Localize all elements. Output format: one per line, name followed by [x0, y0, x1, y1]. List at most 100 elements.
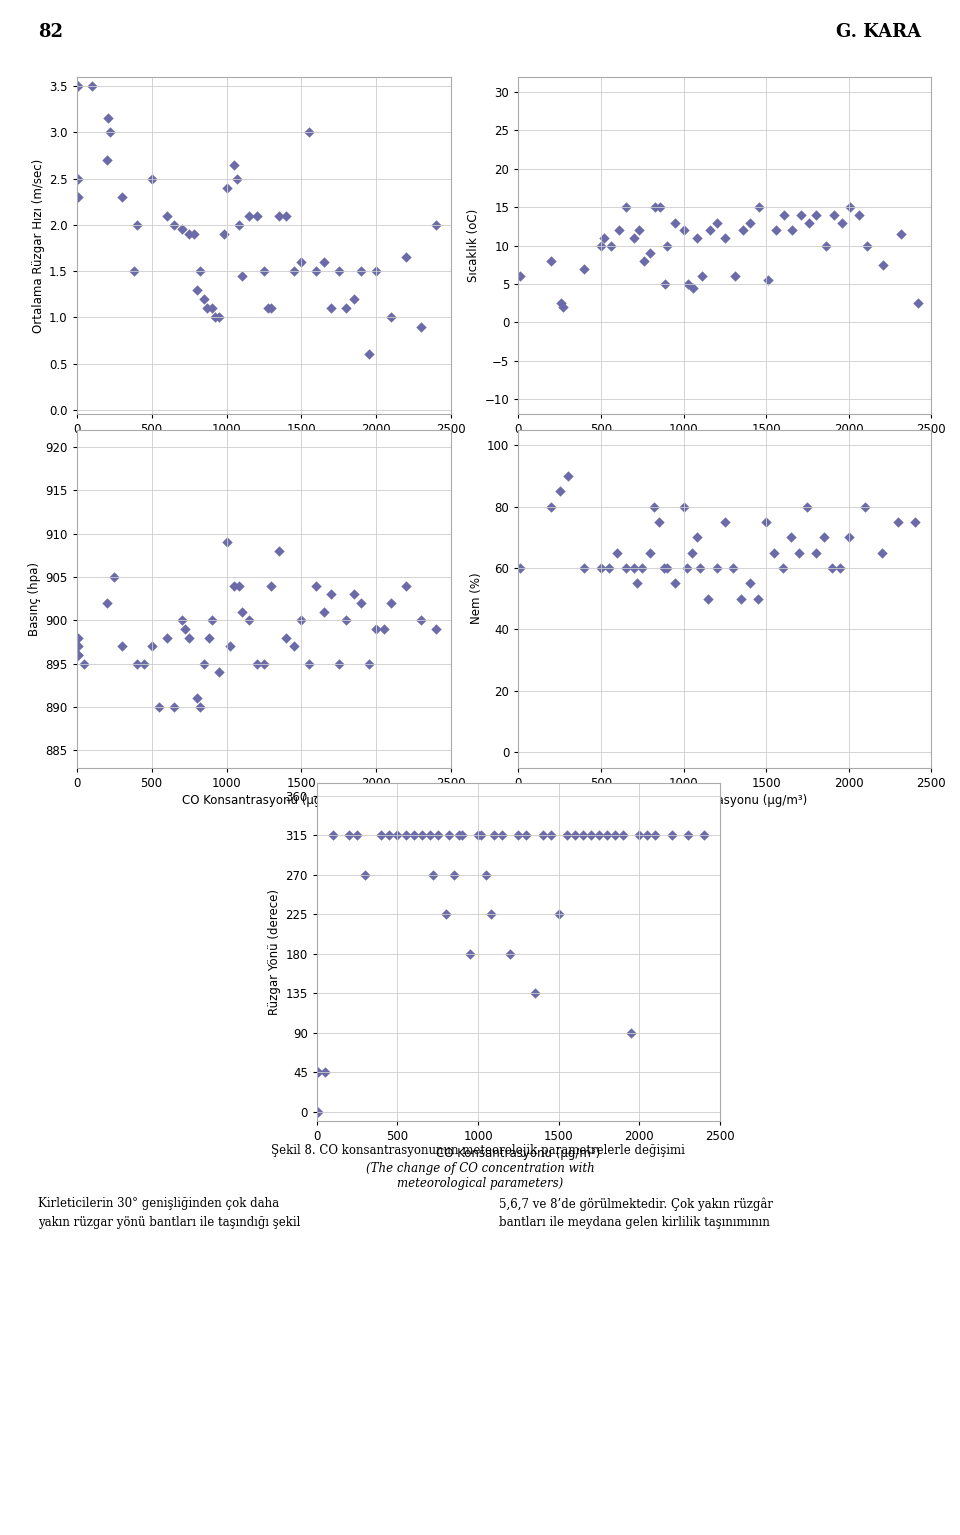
- Point: [70, 634, 85, 659]
- Point: [543, 249, 559, 273]
- Point: [735, 218, 751, 243]
- Point: [635, 556, 650, 580]
- Point: [701, 586, 716, 611]
- Point: [800, 494, 815, 519]
- Point: [660, 233, 675, 258]
- Point: [70, 643, 85, 668]
- Text: yakın rüzgar yönü bantları ile taşındığı şekil: yakın rüzgar yönü bantları ile taşındığı…: [38, 1216, 300, 1228]
- Point: [676, 218, 691, 243]
- Point: [310, 1099, 325, 1124]
- Point: [126, 259, 141, 284]
- Point: [841, 525, 856, 550]
- Point: [615, 823, 631, 847]
- Point: [632, 218, 647, 243]
- Point: [646, 494, 661, 519]
- Text: (The change of CO concentration with
meteorological parameters): (The change of CO concentration with met…: [366, 1162, 594, 1190]
- Point: [189, 278, 204, 302]
- Point: [272, 539, 287, 563]
- Point: [317, 1061, 332, 1085]
- Point: [664, 823, 680, 847]
- Point: [278, 625, 294, 649]
- Point: [414, 608, 429, 632]
- Point: [197, 287, 212, 312]
- Point: [192, 259, 207, 284]
- Point: [219, 175, 234, 200]
- Point: [777, 203, 792, 227]
- Point: [249, 203, 264, 227]
- Point: [727, 264, 742, 289]
- Point: [353, 259, 369, 284]
- Point: [577, 556, 592, 580]
- Point: [430, 823, 445, 847]
- Point: [339, 296, 354, 321]
- Point: [398, 574, 414, 599]
- Point: [241, 203, 256, 227]
- Point: [518, 823, 534, 847]
- Point: [802, 210, 817, 235]
- Point: [159, 203, 175, 227]
- Point: [102, 120, 117, 144]
- Point: [174, 216, 189, 241]
- Point: [907, 510, 923, 534]
- Point: [241, 608, 256, 632]
- Point: [353, 591, 369, 616]
- Point: [398, 246, 414, 270]
- Point: [331, 651, 347, 675]
- Point: [70, 74, 85, 98]
- Point: [667, 210, 683, 235]
- Point: [511, 823, 526, 847]
- Point: [339, 608, 354, 632]
- Point: [390, 823, 405, 847]
- Point: [608, 823, 623, 847]
- Point: [294, 608, 309, 632]
- Point: [438, 903, 453, 927]
- X-axis label: CO Konsantrasyonu (µg/m³): CO Konsantrasyonu (µg/m³): [642, 794, 807, 807]
- Point: [201, 625, 216, 649]
- Point: [454, 823, 469, 847]
- Point: [373, 823, 389, 847]
- Point: [708, 210, 724, 235]
- X-axis label: CO Konsantrasyonu (µg/m³): CO Konsantrasyonu (µg/m³): [181, 441, 347, 454]
- Point: [361, 342, 376, 367]
- Point: [742, 571, 757, 596]
- Point: [834, 210, 850, 235]
- Point: [612, 218, 627, 243]
- Point: [384, 591, 399, 616]
- Point: [851, 203, 866, 227]
- Point: [758, 510, 774, 534]
- Point: [192, 695, 207, 720]
- Point: [256, 259, 272, 284]
- Point: [264, 574, 279, 599]
- Point: [249, 651, 264, 675]
- Point: [626, 556, 641, 580]
- Point: [742, 210, 757, 235]
- Point: [200, 296, 215, 321]
- Point: [384, 305, 399, 330]
- Point: [808, 540, 824, 565]
- Point: [643, 540, 659, 565]
- Point: [775, 556, 790, 580]
- Point: [843, 195, 858, 220]
- Point: [222, 634, 237, 659]
- Point: [129, 651, 144, 675]
- Y-axis label: Basınç (hpa): Basınç (hpa): [28, 562, 41, 635]
- Point: [567, 823, 583, 847]
- Point: [422, 823, 438, 847]
- Point: [181, 625, 197, 649]
- Point: [428, 617, 444, 642]
- Point: [717, 510, 732, 534]
- Point: [785, 218, 801, 243]
- Point: [561, 464, 576, 488]
- Point: [689, 226, 705, 250]
- Point: [129, 212, 144, 236]
- Point: [599, 823, 614, 847]
- Point: [593, 233, 609, 258]
- Point: [555, 295, 570, 319]
- Point: [626, 226, 641, 250]
- Point: [70, 643, 85, 668]
- Point: [767, 540, 782, 565]
- Point: [876, 253, 891, 278]
- Point: [189, 686, 204, 711]
- Point: [760, 267, 776, 292]
- Point: [752, 195, 767, 220]
